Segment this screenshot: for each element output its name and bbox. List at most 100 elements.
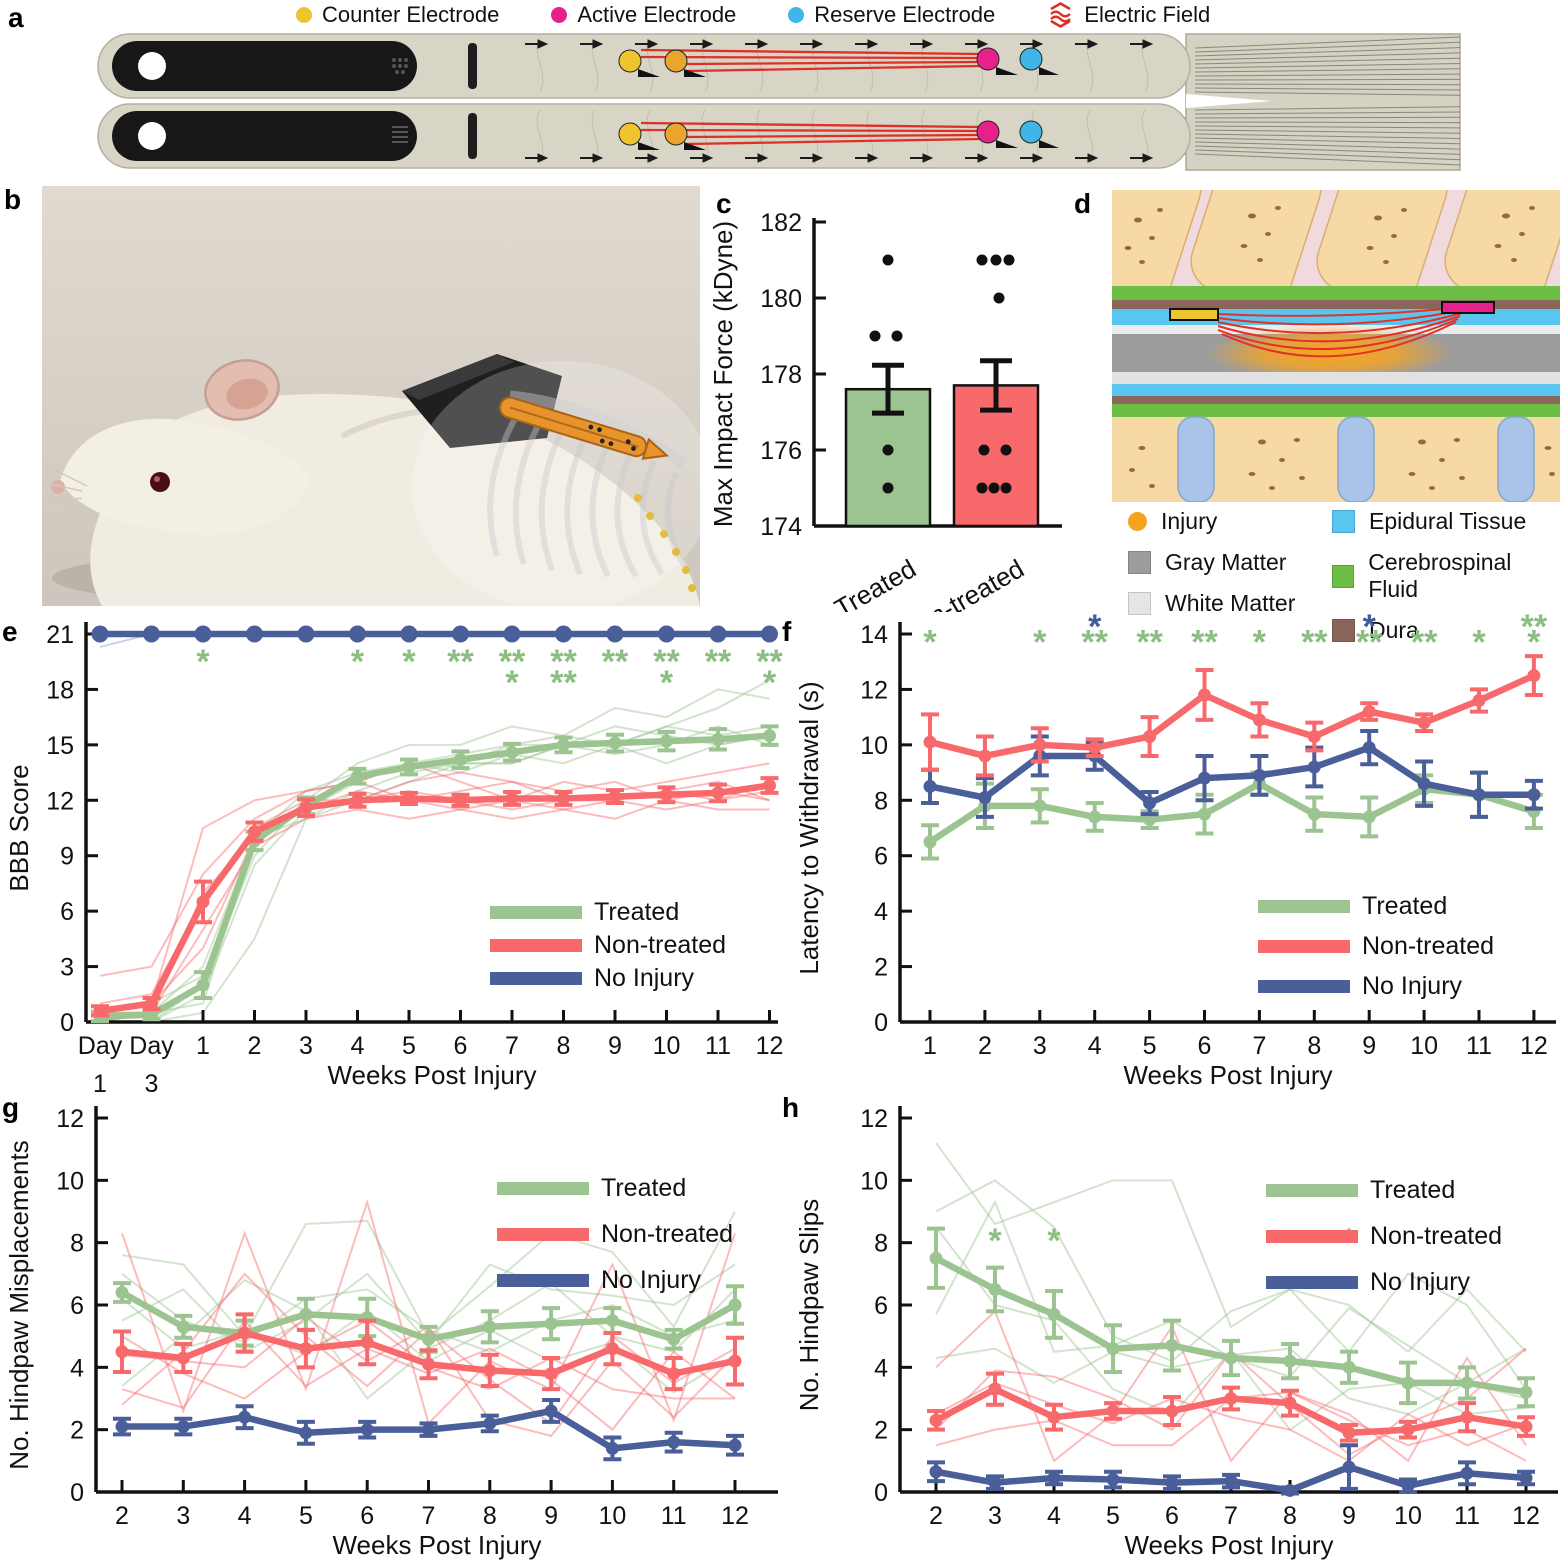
data-dot (976, 254, 988, 266)
electric-field-icon (1050, 1, 1072, 28)
data-point (988, 1476, 1002, 1490)
data-point (1307, 807, 1321, 821)
data-point (608, 736, 622, 750)
data-point (929, 1251, 943, 1265)
significance-marker: * (988, 1222, 1002, 1260)
data-point (115, 1420, 129, 1434)
significance-marker: * (1047, 1222, 1061, 1260)
x-tick-label: 5 (1143, 1032, 1157, 1060)
data-point (544, 1317, 558, 1331)
legend-label: Reserve Electrode (814, 1, 996, 27)
data-point (605, 1342, 619, 1356)
legend-swatch (497, 1228, 589, 1241)
x-tick-label: 4 (351, 1032, 365, 1060)
device-hole (138, 52, 166, 80)
implant-electrode-strip (499, 396, 670, 460)
data-dot (882, 444, 894, 456)
data-point (1198, 688, 1211, 702)
data-point (988, 1382, 1002, 1396)
data-point (297, 625, 315, 643)
y-tick-label: 0 (60, 1009, 74, 1037)
injury-site (1205, 325, 1455, 381)
significance-marker: ** (602, 643, 629, 681)
data-point (299, 1307, 313, 1321)
data-point (1088, 810, 1102, 824)
significance-marker: ** (1136, 623, 1163, 661)
epidural-tissue-layer (1112, 384, 1560, 396)
individual-animal-trace (99, 725, 770, 1023)
data-point (145, 1008, 158, 1022)
counter-electrode (1169, 308, 1219, 321)
y-tick-label: 12 (56, 1105, 84, 1133)
y-tick-label: 12 (46, 787, 74, 815)
individual-animal-trace (935, 1179, 1527, 1390)
data-point (1224, 1474, 1238, 1488)
legend-swatch (490, 972, 582, 985)
x-tick-label: 11 (705, 1032, 731, 1060)
x-tick-label: 3 (299, 1032, 313, 1060)
y-tick-label: 10 (56, 1167, 84, 1195)
data-point (1417, 716, 1431, 730)
data-point (454, 793, 467, 807)
x-tick-label: 9 (1342, 1502, 1356, 1530)
legend-item-cerebrospinal-fluid: Cerebrospinal Fluid (1332, 549, 1560, 603)
data-point (1417, 777, 1431, 791)
x-tick-label: 12 (1512, 1502, 1540, 1530)
data-point (1460, 1410, 1474, 1424)
device-shank-top (97, 33, 1191, 99)
y-axis-title: Latency to Withdrawal (s) (794, 681, 824, 974)
x-tick-label: 11 (1466, 1032, 1492, 1060)
legend-item-reserve-electrode: Reserve Electrode (788, 2, 995, 28)
legend-item-epidural-tissue: Epidural Tissue (1332, 508, 1560, 535)
significance-marker: * (1088, 612, 1102, 646)
data-point (248, 825, 261, 839)
data-point (452, 625, 469, 643)
significance-marker: ** (447, 643, 474, 681)
data-point (1519, 1385, 1533, 1399)
significance-marker: * (763, 664, 777, 702)
legend-swatch (497, 1182, 589, 1195)
data-point (929, 1413, 943, 1427)
data-dot (988, 482, 1000, 494)
rat-nose (51, 480, 65, 494)
data-point (145, 997, 158, 1011)
significance-marker: * (1472, 623, 1486, 661)
data-point (1362, 810, 1376, 824)
data-dot (976, 482, 988, 494)
data-dot (978, 444, 990, 456)
data-dot (993, 292, 1005, 304)
y-tick-label: 174 (760, 513, 802, 541)
data-point (728, 1298, 742, 1312)
data-point (402, 760, 416, 774)
series-line-treated (99, 732, 770, 1020)
series-line-non-treated (929, 672, 1536, 760)
data-point (1362, 741, 1376, 755)
panel-g-misplacements-chart: 0 2 4 6 8 10 12 2 3 4 5 6 7 8 9 10 11 12 No. Hindpaw Mispl… (4, 1105, 778, 1560)
data-point (176, 1420, 190, 1434)
data-point (299, 1426, 313, 1440)
data-point (1307, 760, 1321, 774)
dura-layer (1112, 396, 1560, 404)
data-point (1224, 1351, 1238, 1365)
significance-marker: ** (550, 664, 577, 702)
data-point (1460, 1376, 1474, 1390)
y-axis-title: Max Impact Force (kDyne) (708, 221, 738, 527)
data-point (709, 625, 727, 643)
device-shank-bottom (97, 103, 1191, 169)
legend-label: Gray Matter (1165, 549, 1287, 575)
x-tick-label: 11 (1454, 1502, 1480, 1530)
active-electrode (1441, 301, 1495, 314)
legend-label: Epidural Tissue (1369, 508, 1527, 534)
panel-b-rat-photo (42, 186, 700, 606)
legend-swatch (1258, 900, 1350, 913)
x-tick-label: 5 (402, 1032, 416, 1060)
data-point (1342, 1460, 1356, 1474)
data-point (351, 769, 364, 783)
y-tick-label: 176 (760, 437, 802, 465)
cerebrospinal-fluid-layer (1112, 404, 1560, 417)
data-point (667, 1367, 681, 1381)
data-point (728, 1438, 742, 1452)
